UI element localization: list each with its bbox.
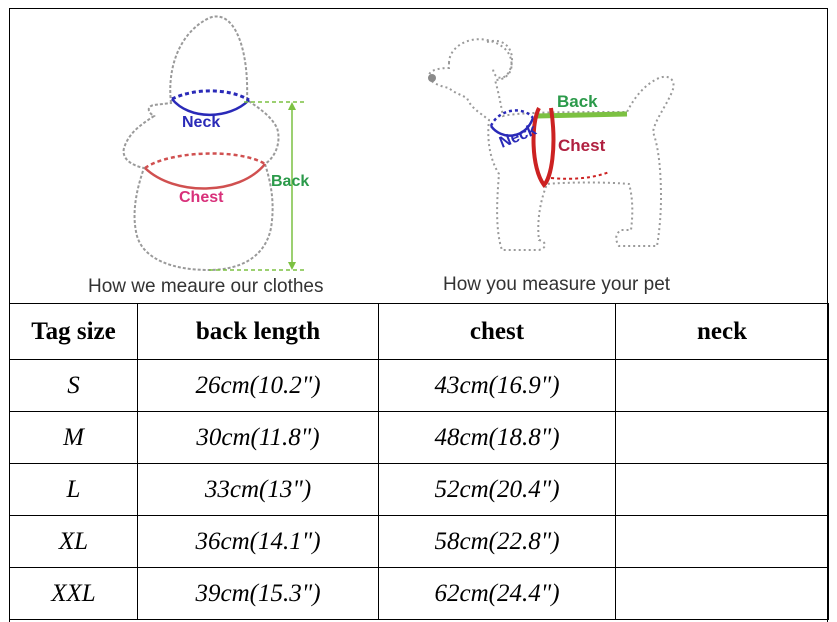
hoodie-chest-line bbox=[144, 163, 266, 190]
table-row: S 26cm(10.2") 43cm(16.9") bbox=[9, 359, 829, 412]
cell-chest: 52cm(20.4") bbox=[378, 463, 616, 516]
hoodie-chest-label: Chest bbox=[179, 189, 224, 206]
hoodie-illustration bbox=[122, 15, 305, 272]
cell-neck bbox=[615, 359, 829, 412]
hoodie-outline bbox=[122, 15, 280, 272]
table-row: M 30cm(11.8") 48cm(18.8") bbox=[9, 411, 829, 464]
header-tag-size: Tag size bbox=[9, 303, 138, 360]
cell-back-length: 39cm(15.3") bbox=[137, 567, 379, 620]
cell-chest: 48cm(18.8") bbox=[378, 411, 616, 464]
clothes-caption: How we meaure our clothes bbox=[88, 276, 324, 297]
cell-neck bbox=[615, 515, 829, 568]
cell-tag-size: XXL bbox=[9, 567, 138, 620]
cell-chest: 62cm(24.4") bbox=[378, 567, 616, 620]
dog-ear bbox=[486, 39, 514, 79]
table-row: L 33cm(13") 52cm(20.4") bbox=[9, 463, 829, 516]
table-row: XXL 39cm(15.3") 62cm(24.4") bbox=[9, 567, 829, 620]
cell-chest: 58cm(22.8") bbox=[378, 515, 616, 568]
cell-back-length: 33cm(13") bbox=[137, 463, 379, 516]
cell-neck bbox=[615, 411, 829, 464]
cell-neck bbox=[615, 463, 829, 516]
hoodie-chest-dotted-line bbox=[144, 152, 266, 170]
dog-neck-line bbox=[489, 117, 535, 137]
cell-tag-size: L bbox=[9, 463, 138, 516]
hood-neck-dotted-line bbox=[171, 89, 250, 102]
hoodie-neck-line bbox=[171, 98, 250, 117]
hoodie-neck-label: Neck bbox=[182, 114, 221, 131]
header-neck: neck bbox=[615, 303, 829, 360]
back-arrow-head-bottom bbox=[288, 262, 296, 270]
dog-nose-icon bbox=[428, 74, 436, 82]
cell-tag-size: M bbox=[9, 411, 138, 464]
table-header-row: Tag size back length chest neck bbox=[9, 303, 829, 360]
hoodie-back-label: Back bbox=[271, 173, 310, 190]
dog-neck-dotted-line bbox=[489, 109, 534, 127]
cell-back-length: 30cm(11.8") bbox=[137, 411, 379, 464]
cell-back-length: 26cm(10.2") bbox=[137, 359, 379, 412]
dog-back-label: Back bbox=[557, 92, 598, 111]
header-chest: chest bbox=[378, 303, 616, 360]
cell-tag-size: S bbox=[9, 359, 138, 412]
measurement-diagram-panel: Neck Back Chest How we meaure our clothe… bbox=[9, 8, 828, 303]
cell-back-length: 36cm(14.1") bbox=[137, 515, 379, 568]
cell-chest: 43cm(16.9") bbox=[378, 359, 616, 412]
cell-neck bbox=[615, 567, 829, 620]
measurement-illustration bbox=[122, 15, 675, 272]
dog-outline bbox=[427, 38, 675, 251]
pet-caption: How you measure your pet bbox=[443, 274, 671, 295]
table-row: XL 36cm(14.1") 58cm(22.8") bbox=[9, 515, 829, 568]
back-arrow-head-top bbox=[288, 102, 296, 110]
dog-illustration bbox=[427, 38, 675, 251]
dog-chest-line bbox=[531, 107, 556, 189]
dog-back-line bbox=[535, 111, 628, 119]
cell-tag-size: XL bbox=[9, 515, 138, 568]
header-back-length: back length bbox=[137, 303, 379, 360]
size-table: Tag size back length chest neck S 26cm(1… bbox=[9, 303, 829, 620]
dog-chest-label: Chest bbox=[558, 136, 606, 155]
dog-chest-dotted-line bbox=[550, 171, 610, 180]
